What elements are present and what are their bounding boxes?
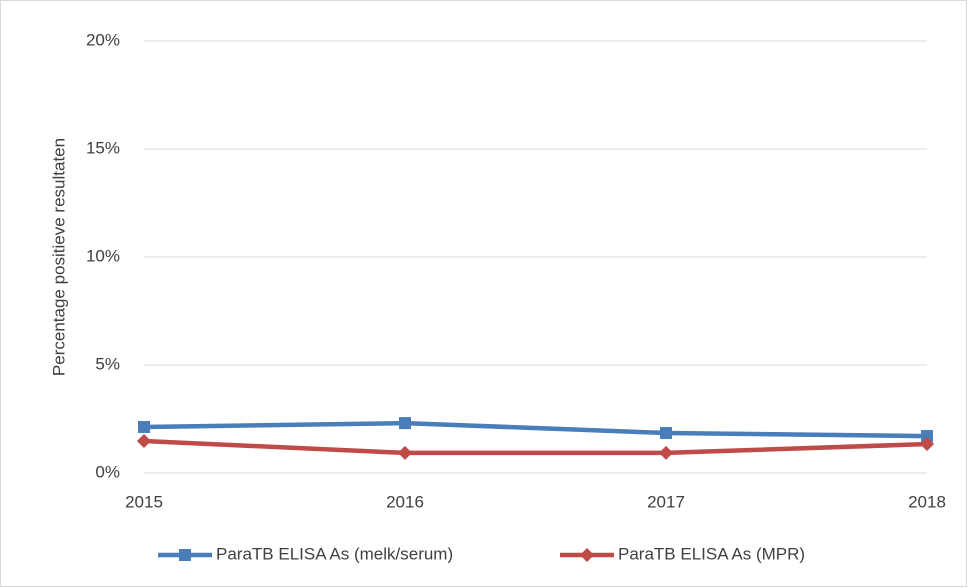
y-axis-title: Percentage positieve resultaten	[49, 138, 68, 376]
y-tick-label: 15%	[86, 138, 120, 157]
point-marker	[660, 427, 672, 440]
y-tick-label: 10%	[86, 246, 120, 265]
series-line	[141, 420, 930, 439]
y-tick-label: 5%	[95, 354, 120, 373]
y-tick-label: 0%	[95, 462, 120, 481]
point-marker	[920, 437, 934, 452]
point-marker	[399, 417, 411, 430]
x-tick-label: 2018	[908, 492, 946, 511]
point-marker	[138, 420, 150, 433]
x-tick-label: 2015	[125, 492, 163, 511]
point-marker	[659, 445, 673, 460]
point-marker	[137, 434, 151, 449]
legend-marker	[580, 548, 594, 562]
x-tick-label: 2016	[386, 492, 424, 511]
y-tick-label: 20%	[86, 30, 120, 49]
series-line	[141, 438, 930, 456]
point-marker	[921, 430, 933, 443]
legend-label: ParaTB ELISA As (melk/serum)	[216, 544, 453, 563]
x-tick-label: 2017	[647, 492, 685, 511]
legend-label: ParaTB ELISA As (MPR)	[618, 544, 805, 563]
legend-marker	[179, 549, 191, 561]
point-marker	[398, 445, 412, 460]
